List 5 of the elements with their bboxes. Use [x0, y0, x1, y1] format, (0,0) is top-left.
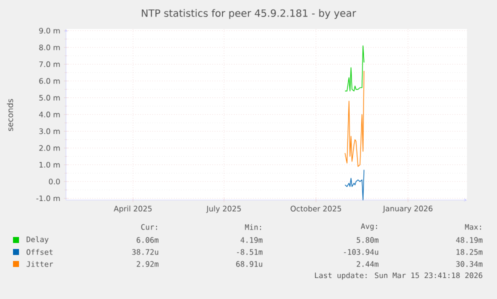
y-axis-title: seconds — [6, 99, 14, 131]
chart-title: NTP statistics for peer 45.9.2.181 - by year — [142, 9, 356, 19]
line-series — [344, 45, 364, 92]
line-series — [344, 70, 364, 167]
line-series — [344, 169, 364, 200]
